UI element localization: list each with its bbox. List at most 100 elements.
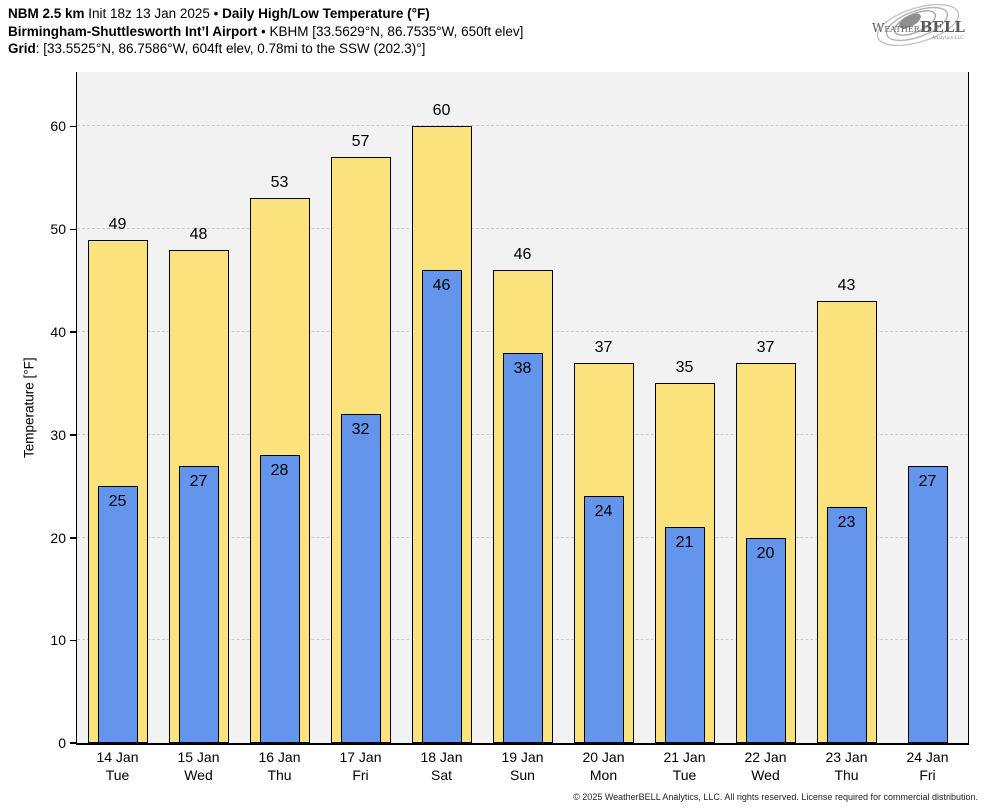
date-label: 21 Jan xyxy=(663,749,706,765)
high-value-label: 48 xyxy=(189,225,208,243)
model-name: NBM 2.5 km xyxy=(8,6,85,21)
high-value-label: 46 xyxy=(513,246,532,264)
x-axis-label: 22 Jan Wed xyxy=(725,748,806,784)
x-axis-label: 15 Jan Wed xyxy=(158,748,239,784)
low-value-label: 27 xyxy=(189,472,208,490)
gridline xyxy=(77,125,968,127)
low-value-label: 32 xyxy=(351,421,370,439)
date-label: 24 Jan xyxy=(906,749,949,765)
low-bar xyxy=(97,486,138,743)
weekday-label: Tue xyxy=(672,767,697,783)
x-axis-label: 19 Jan Sun xyxy=(482,748,563,784)
date-label: 14 Jan xyxy=(96,749,139,765)
weekday-label: Sat xyxy=(430,767,452,783)
title-line-2: Birmingham-Shuttlesworth Int’l Airport •… xyxy=(8,23,523,41)
x-axis-label: 23 Jan Thu xyxy=(806,748,887,784)
weekday-label: Tue xyxy=(105,767,130,783)
logo-tagline-text: Analytics LLC xyxy=(931,35,964,41)
day-slot: 43 23 xyxy=(806,72,887,743)
x-axis-label: 17 Jan Fri xyxy=(320,748,401,784)
day-slot: 49 25 xyxy=(77,72,158,743)
weekday-label: Thu xyxy=(267,767,292,783)
logo-bell-text: BELL xyxy=(920,18,966,36)
low-value-label: 38 xyxy=(513,359,532,377)
low-value-label: 23 xyxy=(837,513,856,531)
y-tick-label: 30 xyxy=(50,426,66,443)
date-label: 20 Jan xyxy=(582,749,625,765)
date-label: 17 Jan xyxy=(339,749,382,765)
low-value-label: 21 xyxy=(675,534,694,552)
weekday-label: Mon xyxy=(589,767,618,783)
x-axis-label: 14 Jan Tue xyxy=(77,748,158,784)
y-tick-mark xyxy=(70,125,77,128)
y-tick-label: 40 xyxy=(50,323,66,340)
y-tick-mark xyxy=(70,639,77,642)
product-name: Daily High/Low Temperature (°F) xyxy=(222,6,430,21)
date-label: 15 Jan xyxy=(177,749,220,765)
weekday-label: Thu xyxy=(834,767,859,783)
y-tick-mark xyxy=(70,434,77,436)
date-label: 23 Jan xyxy=(825,749,868,765)
low-bar xyxy=(259,455,300,743)
x-axis-label: 24 Jan Fri xyxy=(887,748,968,784)
date-label: 18 Jan xyxy=(420,749,463,765)
gridline xyxy=(77,228,968,230)
high-value-label: 37 xyxy=(756,338,775,356)
x-axis-label: 18 Jan Sat xyxy=(401,748,482,784)
day-slot: 37 20 xyxy=(725,72,806,743)
day-slot: 48 27 xyxy=(158,72,239,743)
hurricane-spiral-icon: WeatherBELL Analytics LLC xyxy=(872,3,965,47)
high-value-label: 49 xyxy=(108,215,127,233)
low-bar xyxy=(421,270,462,743)
x-axis-label: 21 Jan Tue xyxy=(644,748,725,784)
y-tick-mark xyxy=(70,536,77,539)
weatherbell-logo: WeatherBELL Analytics LLC xyxy=(860,0,982,52)
plot-area: 0 10 20 30 40 50 60 49 25 48 27 53 28 57 32 60 46 46 38 37 2… xyxy=(50,72,969,751)
init-time: Init 18z 13 Jan 2025 • xyxy=(84,6,223,21)
station-info: • KBHM [33.5629°N, 86.7535°W, 650ft elev… xyxy=(257,23,524,39)
high-value-label: 37 xyxy=(594,338,613,356)
day-slot: 27 xyxy=(887,72,968,743)
title-line-3: Grid: [33.5525°N, 86.7586°W, 604ft elev,… xyxy=(8,40,523,58)
low-bar xyxy=(745,537,786,743)
x-axis-label: 20 Jan Mon xyxy=(563,748,644,784)
low-value-label: 27 xyxy=(918,472,937,490)
y-tick-label: 0 xyxy=(58,735,66,751)
grid-info: : [33.5525°N, 86.7586°W, 604ft elev, 0.7… xyxy=(35,41,426,56)
copyright-text: © 2025 WeatherBELL Analytics, LLC. All r… xyxy=(573,792,978,802)
high-value-label: 43 xyxy=(837,277,856,295)
date-label: 19 Jan xyxy=(501,749,544,765)
weekday-label: Wed xyxy=(751,767,780,783)
low-bar xyxy=(178,465,219,743)
logo-weather-text: WeatherBELL xyxy=(872,18,965,36)
title-line-1: NBM 2.5 km Init 18z 13 Jan 2025 • Daily … xyxy=(8,5,523,23)
low-bar xyxy=(502,352,543,743)
day-slot: 35 21 xyxy=(644,72,725,743)
grid-label: Grid xyxy=(8,41,36,56)
low-value-label: 25 xyxy=(108,493,127,511)
low-value-label: 20 xyxy=(756,544,775,562)
day-slot: 57 32 xyxy=(320,72,401,743)
weekday-label: Sun xyxy=(510,767,535,783)
y-tick-label: 50 xyxy=(50,221,66,238)
low-value-label: 24 xyxy=(594,503,613,521)
x-axis-label: 16 Jan Thu xyxy=(239,748,320,784)
y-tick-mark xyxy=(70,742,77,744)
high-value-label: 57 xyxy=(351,133,370,151)
date-label: 16 Jan xyxy=(258,749,301,765)
high-value-label: 60 xyxy=(432,102,451,120)
chart-header: NBM 2.5 km Init 18z 13 Jan 2025 • Daily … xyxy=(8,5,523,58)
low-bar xyxy=(907,465,948,743)
weekday-label: Fri xyxy=(352,767,369,783)
low-bar xyxy=(583,496,624,743)
y-tick-label: 10 xyxy=(50,632,66,649)
low-bar xyxy=(664,527,705,743)
weekday-label: Fri xyxy=(919,767,936,783)
y-tick-label: 20 xyxy=(50,529,66,546)
low-value-label: 46 xyxy=(432,277,451,295)
high-value-label: 35 xyxy=(675,359,694,377)
x-axis-labels: 14 Jan Tue 15 Jan Wed 16 Jan Thu 17 Jan Fri 18 J… xyxy=(77,748,968,788)
day-slot: 53 28 xyxy=(239,72,320,743)
low-value-label: 28 xyxy=(270,462,289,480)
